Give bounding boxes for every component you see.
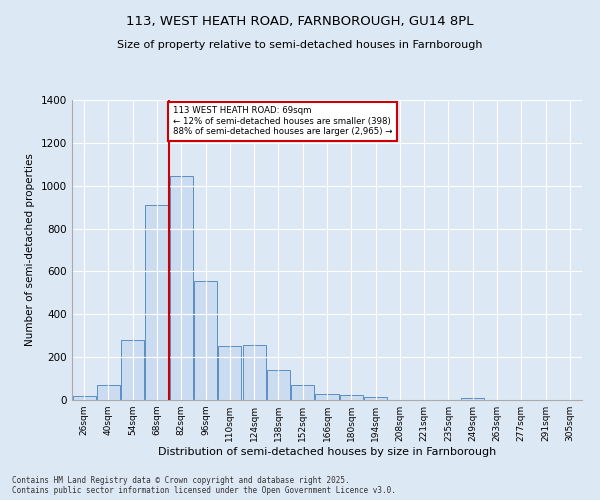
Bar [267, 370, 290, 400]
Text: Size of property relative to semi-detached houses in Farnborough: Size of property relative to semi-detach… [117, 40, 483, 50]
X-axis label: Distribution of semi-detached houses by size in Farnborough: Distribution of semi-detached houses by … [158, 447, 496, 457]
Bar [316, 394, 338, 400]
Bar [340, 394, 363, 400]
Y-axis label: Number of semi-detached properties: Number of semi-detached properties [25, 154, 35, 346]
Bar [194, 281, 217, 400]
Bar [170, 176, 193, 400]
Bar [291, 385, 314, 400]
Bar [461, 398, 484, 400]
Text: 113 WEST HEATH ROAD: 69sqm
← 12% of semi-detached houses are smaller (398)
88% o: 113 WEST HEATH ROAD: 69sqm ← 12% of semi… [173, 106, 392, 136]
Bar [364, 397, 387, 400]
Bar [73, 396, 95, 400]
Text: 113, WEST HEATH ROAD, FARNBOROUGH, GU14 8PL: 113, WEST HEATH ROAD, FARNBOROUGH, GU14 … [126, 15, 474, 28]
Bar [242, 346, 266, 400]
Bar [121, 340, 144, 400]
Bar [97, 385, 120, 400]
Bar [145, 205, 169, 400]
Text: Contains HM Land Registry data © Crown copyright and database right 2025.
Contai: Contains HM Land Registry data © Crown c… [12, 476, 396, 495]
Bar [218, 346, 241, 400]
